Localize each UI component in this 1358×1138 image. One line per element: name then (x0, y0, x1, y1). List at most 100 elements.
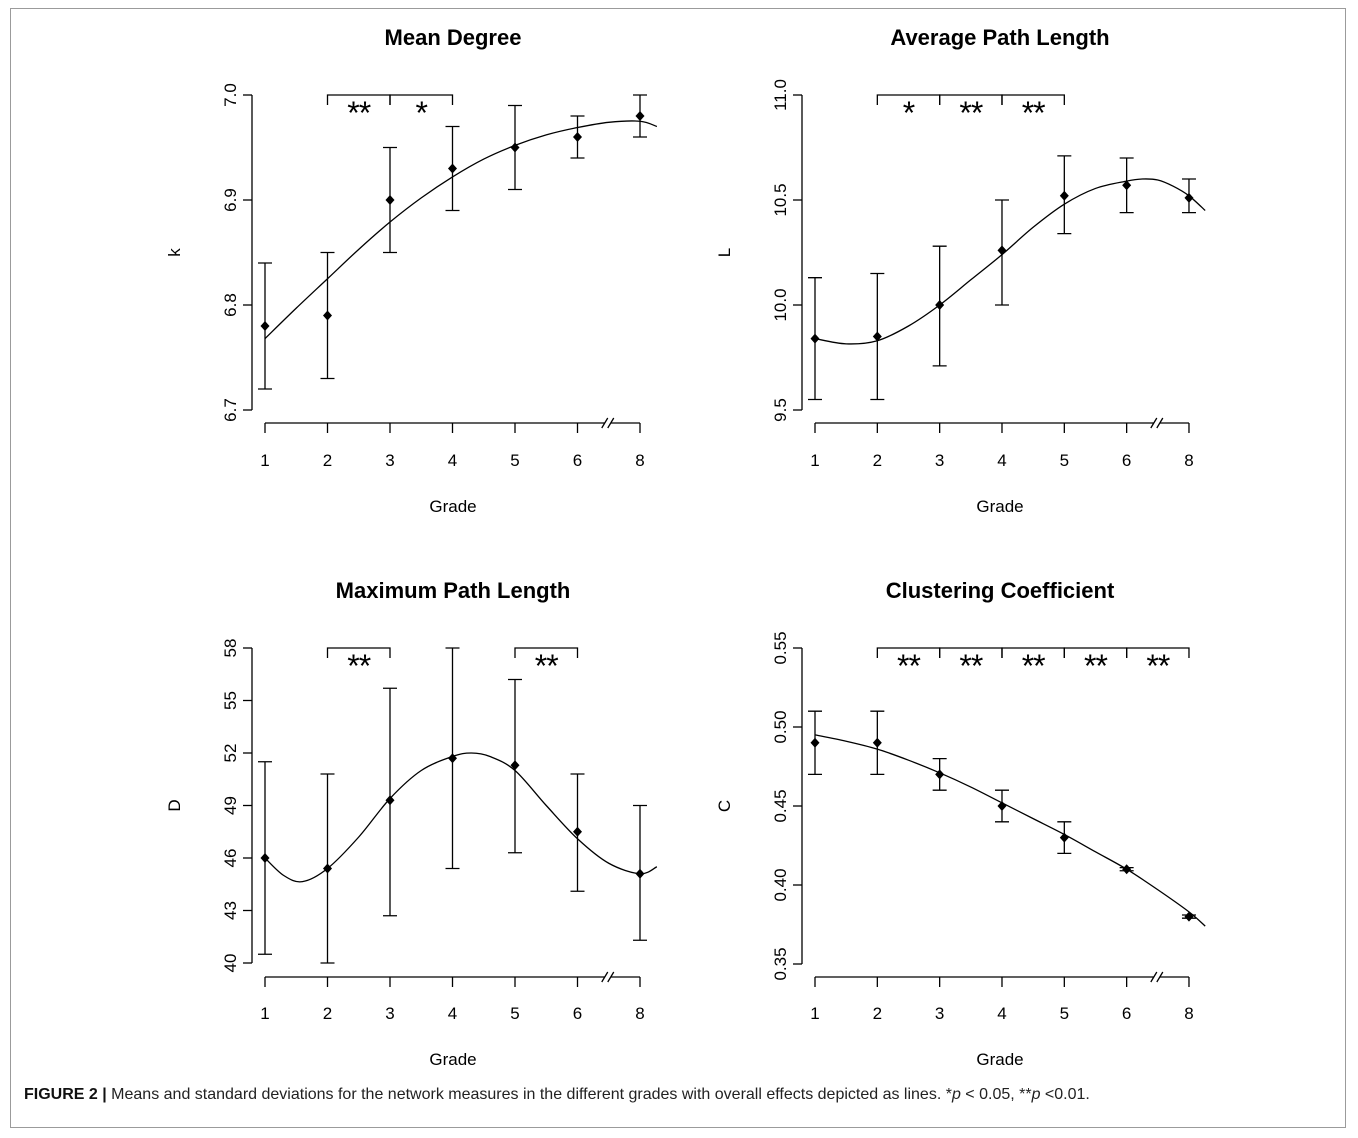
mean-degree-fit-curve (264, 120, 658, 340)
clustering-coefficient-x-tick-label-4: 5 (1060, 1004, 1069, 1023)
average-path-length-mean-point-grade-2 (872, 331, 882, 342)
maximum-path-length-y-tick-label-1: 43 (221, 901, 240, 920)
maximum-path-length-mean-point-grade-5 (510, 760, 520, 771)
average-path-length-x-axis-label: Grade (976, 497, 1023, 516)
maximum-path-length-mean-point-grade-1 (260, 853, 270, 863)
mean-degree-title: Mean Degree (385, 25, 522, 50)
maximum-path-length-x-axis-break-slash-2 (607, 971, 615, 983)
clustering-coefficient-title: Clustering Coefficient (886, 578, 1115, 603)
average-path-length-x-tick-label-4: 5 (1060, 451, 1069, 470)
maximum-path-length-x-tick-label-0: 1 (260, 1004, 269, 1023)
caption-p-symbol-1: p (951, 1086, 961, 1103)
average-path-length-significance-bracket-2 (1001, 94, 1065, 105)
average-path-length-x-tick-label-5: 6 (1122, 451, 1131, 470)
mean-degree-y-tick-label-0: 6.7 (221, 398, 240, 422)
maximum-path-length-y-tick-label-0: 40 (221, 954, 240, 973)
mean-degree-y-tick-label-3: 7.0 (221, 83, 240, 107)
maximum-path-length-y-axis-label: D (165, 799, 184, 811)
mean-degree-x-tick-label-1: 2 (323, 451, 332, 470)
clustering-coefficient-mean-point-grade-1 (810, 737, 820, 748)
clustering-coefficient-mean-point-grade-6 (1122, 864, 1132, 875)
mean-degree-mean-point-grade-6 (573, 132, 582, 142)
maximum-path-length-significance-bracket-1 (514, 647, 579, 658)
mean-degree-significance-label-1: * (416, 95, 428, 131)
maximum-path-length-y-tick-label-4: 52 (221, 744, 240, 763)
average-path-length-mean-point-grade-8 (1184, 192, 1194, 203)
maximum-path-length-x-tick-label-5: 6 (573, 1004, 582, 1023)
clustering-coefficient-x-axis-break-gap (1153, 975, 1160, 979)
clustering-coefficient-x-tick-label-3: 4 (997, 1004, 1006, 1023)
maximum-path-length-x-axis-break-slash-1 (601, 971, 609, 983)
clustering-coefficient-x-tick-label-2: 3 (935, 1004, 944, 1023)
mean-degree-x-axis-break-slash-2 (607, 417, 615, 429)
clustering-coefficient-significance-label-1: ** (959, 648, 982, 684)
clustering-coefficient-significance-bracket-4 (1126, 647, 1190, 658)
mean-degree-y-tick-label-2: 6.9 (221, 188, 240, 212)
clustering-coefficient-x-axis-break-slash-2 (1156, 971, 1164, 983)
average-path-length-x-axis-break-slash-1 (1150, 417, 1158, 429)
average-path-length-x-tick-label-1: 2 (873, 451, 882, 470)
mean-degree-mean-point-grade-2 (323, 310, 332, 321)
average-path-length-x-tick-label-0: 1 (810, 451, 819, 470)
maximum-path-length-mean-point-grade-8 (635, 868, 645, 879)
maximum-path-length-mean-point-grade-2 (323, 863, 332, 874)
maximum-path-length-x-axis-break-gap (604, 975, 611, 979)
maximum-path-length-significance-label-1: ** (535, 648, 558, 684)
maximum-path-length-x-tick-label-1: 2 (323, 1004, 332, 1023)
mean-degree-mean-point-grade-3 (385, 195, 395, 205)
maximum-path-length-title: Maximum Path Length (336, 578, 571, 603)
average-path-length-mean-point-grade-1 (810, 333, 820, 344)
average-path-length-mean-point-grade-6 (1122, 180, 1132, 191)
average-path-length-mean-point-grade-4 (997, 245, 1007, 256)
mean-degree-x-tick-label-6: 8 (635, 451, 644, 470)
clustering-coefficient-x-tick-label-6: 8 (1184, 1004, 1193, 1023)
mean-degree-y-axis-label: k (165, 248, 184, 257)
caption-label: FIGURE 2 | (24, 1086, 107, 1103)
figure-frame (10, 8, 1346, 1128)
maximum-path-length-x-axis-break (601, 971, 615, 983)
clustering-coefficient-x-axis-label: Grade (976, 1050, 1023, 1069)
figure-caption: FIGURE 2 | Means and standard deviations… (24, 1085, 1090, 1105)
average-path-length-panel: Average Path Length 9.5 10.0 10.5 11.0 L 1 2 3 4 5… (715, 25, 1206, 516)
mean-degree-x-tick-label-4: 5 (510, 451, 519, 470)
mean-degree-y-tick-label-1: 6.8 (221, 293, 240, 317)
mean-degree-x-tick-label-0: 1 (260, 451, 269, 470)
maximum-path-length-fit-curve (264, 752, 658, 883)
average-path-length-mean-point-grade-5 (1059, 190, 1069, 201)
maximum-path-length-x-tick-label-2: 3 (385, 1004, 394, 1023)
clustering-coefficient-y-tick-label-3: 0.50 (771, 710, 790, 743)
clustering-coefficient-y-tick-label-0: 0.35 (771, 947, 790, 980)
mean-degree-mean-point-grade-5 (510, 142, 520, 153)
mean-degree-mean-point-grade-4 (448, 163, 457, 174)
average-path-length-y-tick-label-2: 10.5 (771, 183, 790, 216)
clustering-coefficient-y-axis-label: C (715, 800, 734, 812)
mean-degree-x-axis-break-slash-1 (601, 417, 609, 429)
maximum-path-length-x-tick-label-4: 5 (510, 1004, 519, 1023)
average-path-length-title: Average Path Length (890, 25, 1109, 50)
clustering-coefficient-x-axis-break-slash-1 (1150, 971, 1158, 983)
mean-degree-mean-point-grade-1 (260, 321, 270, 331)
maximum-path-length-y-tick-label-6: 58 (221, 639, 240, 658)
clustering-coefficient-significance-label-4: ** (1146, 648, 1169, 684)
mean-degree-x-axis-label: Grade (429, 497, 476, 516)
average-path-length-x-axis-break-gap (1153, 421, 1160, 425)
clustering-coefficient-mean-point-grade-8 (1184, 911, 1194, 922)
clustering-coefficient-significance-label-2: ** (1022, 648, 1045, 684)
mean-degree-x-axis-break-gap (604, 421, 611, 425)
clustering-coefficient-mean-point-grade-4 (997, 801, 1007, 811)
average-path-length-x-tick-label-2: 3 (935, 451, 944, 470)
maximum-path-length-x-tick-label-6: 8 (635, 1004, 644, 1023)
average-path-length-y-tick-label-3: 11.0 (771, 79, 790, 111)
clustering-coefficient-panel: Clustering Coefficient 0.35 0.40 0.45 0.50 0.… (715, 578, 1206, 1069)
maximum-path-length-x-tick-label-3: 4 (448, 1004, 457, 1023)
maximum-path-length-mean-point-grade-6 (573, 826, 582, 837)
average-path-length-significance-label-2: ** (1022, 95, 1045, 131)
clustering-coefficient-y-tick-label-4: 0.55 (771, 631, 790, 664)
clustering-coefficient-x-tick-label-0: 1 (810, 1004, 819, 1023)
clustering-coefficient-significance-label-3: ** (1084, 648, 1107, 684)
average-path-length-x-axis-break (1150, 417, 1164, 429)
clustering-coefficient-mean-point-grade-3 (935, 769, 945, 780)
maximum-path-length-mean-point-grade-3 (385, 795, 395, 806)
caption-threshold-1: < 0.05, ** (960, 1086, 1032, 1103)
